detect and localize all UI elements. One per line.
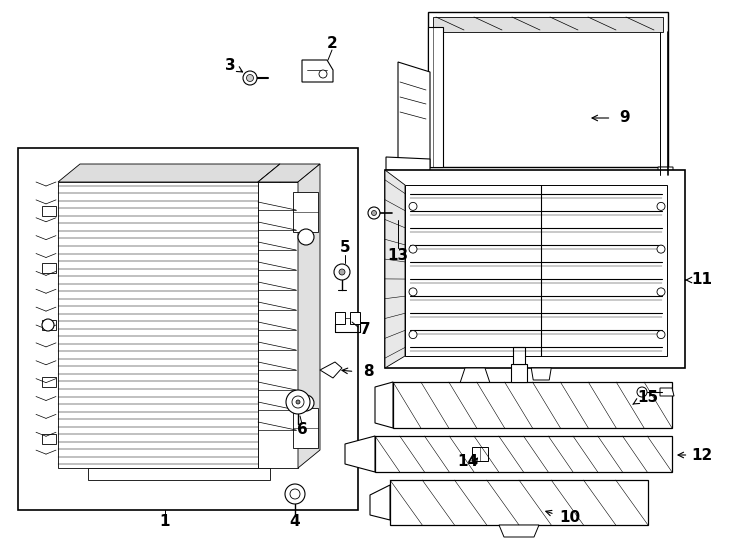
- Polygon shape: [512, 347, 525, 364]
- Circle shape: [286, 390, 310, 414]
- Bar: [375, 436, 672, 472]
- Text: 15: 15: [637, 390, 658, 406]
- Circle shape: [657, 202, 665, 211]
- Circle shape: [637, 387, 647, 397]
- Circle shape: [292, 396, 304, 408]
- Polygon shape: [660, 388, 674, 396]
- Circle shape: [243, 71, 257, 85]
- Text: 13: 13: [388, 247, 409, 262]
- Circle shape: [409, 202, 417, 211]
- Bar: [58, 182, 258, 468]
- Text: 11: 11: [691, 273, 713, 287]
- Text: 9: 9: [619, 111, 631, 125]
- Circle shape: [319, 70, 327, 78]
- Polygon shape: [42, 434, 56, 444]
- Polygon shape: [302, 60, 333, 82]
- Polygon shape: [58, 164, 280, 182]
- Circle shape: [409, 288, 417, 296]
- Polygon shape: [345, 436, 375, 472]
- Polygon shape: [428, 27, 443, 167]
- Circle shape: [247, 75, 253, 82]
- Bar: [472, 447, 488, 461]
- Circle shape: [339, 269, 345, 275]
- Bar: [433, 17, 663, 32]
- Polygon shape: [42, 377, 56, 387]
- Polygon shape: [499, 525, 539, 537]
- Bar: [385, 170, 685, 368]
- Polygon shape: [42, 263, 56, 273]
- Circle shape: [298, 395, 314, 411]
- Polygon shape: [370, 485, 390, 520]
- Circle shape: [368, 207, 380, 219]
- Polygon shape: [658, 167, 673, 197]
- Bar: [405, 185, 667, 356]
- Bar: [18, 148, 358, 510]
- Text: 3: 3: [225, 57, 236, 72]
- Circle shape: [290, 489, 300, 499]
- Circle shape: [657, 245, 665, 253]
- Bar: [428, 12, 668, 167]
- Bar: [393, 382, 672, 428]
- Polygon shape: [531, 368, 551, 380]
- Polygon shape: [42, 320, 56, 330]
- Polygon shape: [385, 170, 405, 368]
- Polygon shape: [375, 382, 393, 428]
- Polygon shape: [258, 164, 280, 468]
- Text: 4: 4: [290, 515, 300, 530]
- Polygon shape: [88, 468, 270, 480]
- Circle shape: [298, 229, 314, 245]
- Text: 14: 14: [457, 455, 479, 469]
- Circle shape: [409, 330, 417, 339]
- Polygon shape: [258, 164, 320, 182]
- Text: 7: 7: [360, 322, 371, 338]
- Polygon shape: [386, 157, 430, 172]
- Circle shape: [657, 288, 665, 296]
- Text: 6: 6: [297, 422, 308, 437]
- Text: 8: 8: [363, 364, 374, 380]
- Circle shape: [371, 211, 377, 215]
- Text: 2: 2: [327, 37, 338, 51]
- Polygon shape: [42, 206, 56, 215]
- Bar: [350, 312, 360, 324]
- Circle shape: [334, 264, 350, 280]
- Circle shape: [409, 245, 417, 253]
- Polygon shape: [293, 192, 318, 232]
- Polygon shape: [298, 164, 320, 468]
- Text: 12: 12: [691, 448, 713, 462]
- Circle shape: [657, 330, 665, 339]
- Polygon shape: [390, 480, 648, 525]
- Polygon shape: [293, 408, 318, 448]
- Polygon shape: [320, 362, 342, 378]
- Polygon shape: [398, 62, 430, 167]
- Circle shape: [42, 319, 54, 331]
- Text: 1: 1: [160, 515, 170, 530]
- Circle shape: [296, 400, 300, 404]
- Text: 10: 10: [559, 510, 581, 525]
- Polygon shape: [460, 368, 490, 383]
- Bar: [335, 312, 345, 324]
- Text: 5: 5: [340, 240, 350, 255]
- Bar: [258, 182, 298, 468]
- Circle shape: [285, 484, 305, 504]
- Polygon shape: [511, 364, 526, 382]
